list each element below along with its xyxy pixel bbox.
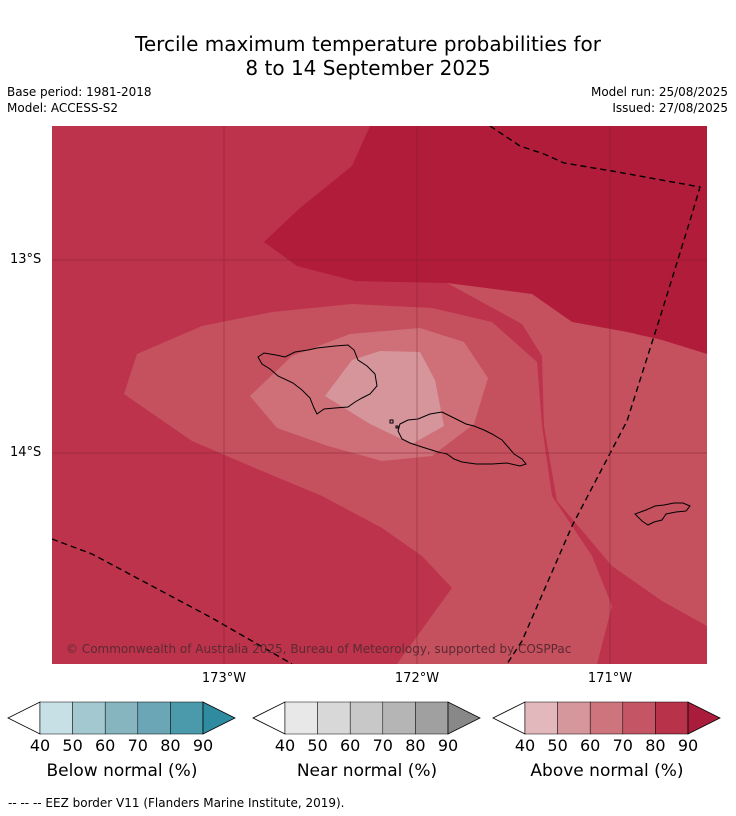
colorbar-segment [104, 701, 139, 735]
eez-footnote: -- -- -- EEZ border V11 (Flanders Marine… [8, 796, 345, 810]
probability-map: © Commonwealth of Australia 2025, Bureau… [52, 126, 707, 664]
colorbar-tick-label: 50 [62, 736, 83, 755]
colorbar-segment [284, 701, 318, 735]
lon-label-173w: 173°W [201, 671, 247, 686]
lat-label-14s: 14°S [10, 445, 42, 460]
colorbar-above-normal [492, 701, 721, 735]
colorbar-tick-label: 70 [372, 736, 393, 755]
american-samoa-coastline-tutuila [634, 502, 691, 526]
colorbar-tick-label: 80 [645, 736, 666, 755]
title-line-1: Tercile maximum temperature probabilitie… [135, 32, 601, 56]
colorbar-tick-label: 90 [437, 736, 459, 755]
region-70-east [447, 283, 707, 626]
colorbar-segment [170, 701, 204, 735]
colorbar-below-normal [7, 701, 236, 735]
colorbar-tick-label: 80 [160, 736, 181, 755]
colorbar-tick-label: 60 [580, 736, 601, 755]
samoa-coastline-savaii [257, 344, 378, 415]
samoa-coastline-islet [389, 419, 399, 429]
colorbar-tick-label: 40 [514, 736, 536, 755]
base-period: Base period: 1981-2018 [7, 85, 152, 99]
colorbar-segment [415, 701, 449, 735]
lon-label-172w: 172°W [394, 671, 440, 686]
colorbar-segment [589, 701, 624, 735]
colorbar-segment [72, 701, 106, 735]
colorbar-near-normal [252, 701, 481, 735]
colorbar-tick-label: 90 [192, 736, 214, 755]
colorbar-tick-label: 60 [95, 736, 116, 755]
colorbar-under-triangle [492, 701, 526, 735]
colorbar-segment [317, 701, 351, 735]
colorbar-segment [557, 701, 591, 735]
map-attribution: © Commonwealth of Australia 2025, Bureau… [66, 642, 571, 656]
colorbar-tick-label: 70 [127, 736, 148, 755]
colorbar-segment [137, 701, 171, 735]
colorbar-tick-label: 60 [340, 736, 361, 755]
colorbar-tick-label: 50 [307, 736, 328, 755]
colorbar-over-triangle [447, 701, 481, 735]
colorbar-segment [382, 701, 416, 735]
region-50 [325, 351, 444, 444]
model-run: Model run: 25/08/2025 [590, 85, 728, 99]
colorbar-label-below: Below normal (%) [46, 761, 198, 781]
colorbar-under-triangle [7, 701, 41, 735]
colorbar-over-triangle [202, 701, 236, 735]
colorbar-segment [622, 701, 656, 735]
model-name: Model: ACCESS-S2 [7, 101, 119, 115]
colorbar-label-above: Above normal (%) [530, 761, 684, 781]
colorbar-tick-label: 70 [612, 736, 633, 755]
region-70-center [124, 304, 612, 664]
lon-label-171w: 171°W [587, 671, 633, 686]
colorbar-segment [524, 701, 558, 735]
colorbar-segment [349, 701, 384, 735]
colorbar-over-triangle [687, 701, 721, 735]
samoa-coastline-upolu [397, 411, 527, 467]
colorbar-label-near: Near normal (%) [296, 761, 438, 781]
title-line-2: 8 to 14 September 2025 [245, 56, 491, 80]
colorbar-segment [655, 701, 689, 735]
colorbar-tick-label: 40 [29, 736, 51, 755]
eez-border-southwest [52, 538, 293, 664]
colorbar-tick-label: 40 [274, 736, 296, 755]
issued-date: Issued: 27/08/2025 [612, 101, 728, 115]
lat-label-13s: 13°S [10, 252, 42, 267]
eez-border-east [489, 126, 701, 664]
region-90 [264, 126, 707, 354]
colorbar-tick-label: 90 [677, 736, 699, 755]
colorbar-tick-label: 50 [547, 736, 568, 755]
colorbar-segment [39, 701, 73, 735]
colorbar-tick-label: 80 [405, 736, 426, 755]
colorbar-under-triangle [252, 701, 286, 735]
